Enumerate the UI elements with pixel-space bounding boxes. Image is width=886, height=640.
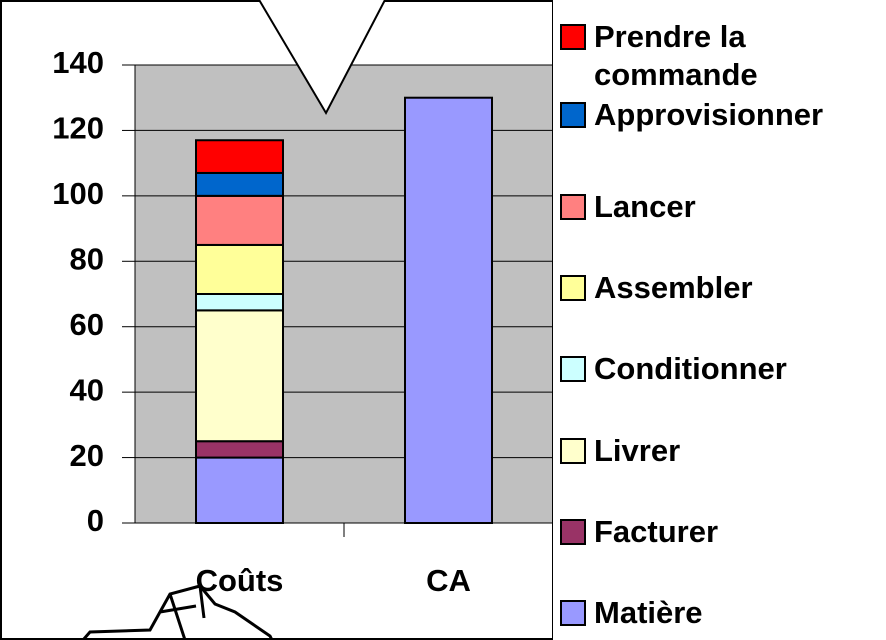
legend-swatch <box>560 519 586 545</box>
legend-entry: Assembler <box>560 269 886 307</box>
y-tick-label: 40 <box>70 372 104 407</box>
legend-swatch <box>560 275 586 301</box>
legend-label: Approvisionner <box>594 96 880 134</box>
x-tick-label: CA <box>426 563 471 598</box>
y-tick-label: 0 <box>87 503 104 538</box>
legend-swatch <box>560 356 586 382</box>
legend-entry: Facturer <box>560 513 886 551</box>
legend-entry: Matière <box>560 594 886 632</box>
legend-entry: Prendre la commande <box>560 18 886 94</box>
legend-entry: Lancer <box>560 188 886 226</box>
legend-entry: Livrer <box>560 432 886 470</box>
legend-label: Lancer <box>594 188 880 226</box>
legend-label: Facturer <box>594 513 880 551</box>
legend-swatch <box>560 102 586 128</box>
legend-swatch <box>560 24 586 50</box>
legend-label: Livrer <box>594 432 880 470</box>
y-tick-label: 80 <box>70 241 104 276</box>
legend-swatch <box>560 194 586 220</box>
bar-segment <box>196 294 283 310</box>
legend-label: Assembler <box>594 269 880 307</box>
page: 0 20 40 60 80 100 120 140 Coûts CA Matière Facture… <box>0 0 886 640</box>
bar-segment <box>196 310 283 441</box>
y-tick-label: 100 <box>52 176 104 211</box>
bar-segment <box>196 458 283 523</box>
bar-segment <box>196 245 283 294</box>
bar-segment <box>196 441 283 457</box>
y-tick-label: 60 <box>70 307 104 342</box>
bar-segment <box>196 173 283 196</box>
legend-label: Prendre la commande <box>594 18 880 94</box>
legend-entry: Approvisionner <box>560 96 886 134</box>
legend-entry: Conditionner <box>560 350 886 388</box>
x-tick-label: Coûts <box>196 563 284 598</box>
legend-swatch <box>560 438 586 464</box>
legend-label: Matière <box>594 594 880 632</box>
y-tick-label: 140 <box>52 45 104 80</box>
legend-swatch <box>560 600 586 626</box>
bar-segment <box>196 196 283 245</box>
bar-segment <box>405 98 492 523</box>
y-tick-label: 120 <box>52 111 104 146</box>
legend-label: Conditionner <box>594 350 880 388</box>
bar-segment <box>196 140 283 173</box>
y-tick-label: 20 <box>70 438 104 473</box>
